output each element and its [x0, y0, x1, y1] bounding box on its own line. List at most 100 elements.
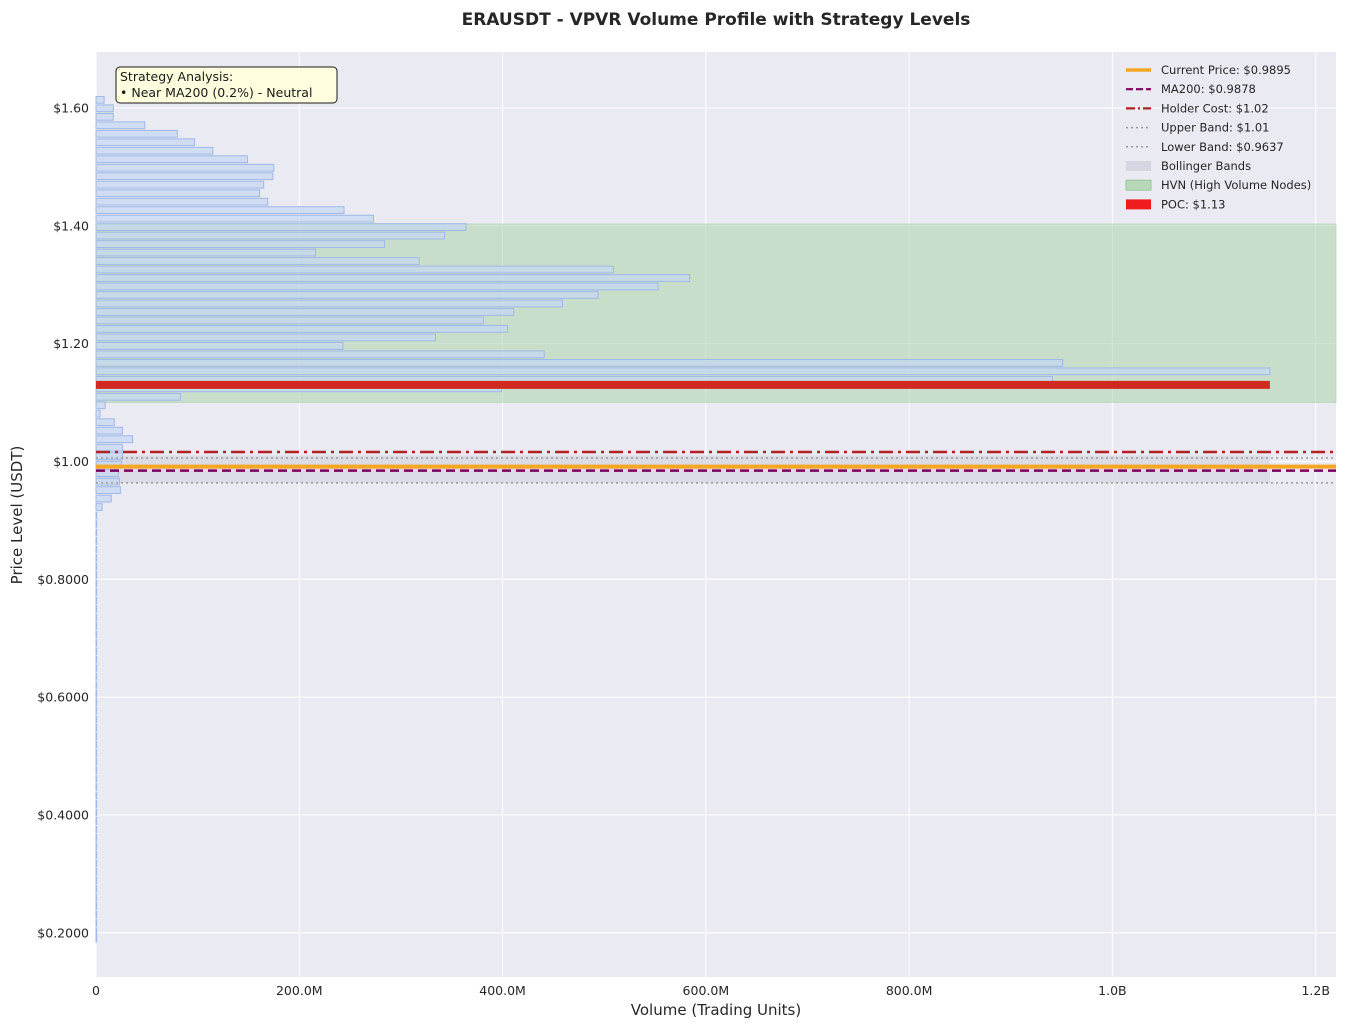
- volume-bar: [95, 604, 98, 613]
- volume-bar: [95, 934, 98, 943]
- annotation-line: Strategy Analysis:: [120, 69, 233, 84]
- volume-bar: [95, 621, 98, 630]
- volume-bar: [95, 358, 1064, 367]
- volume-bar: [95, 146, 214, 155]
- volume-bar: [95, 350, 545, 359]
- y-tick-label: $1.40: [53, 218, 89, 233]
- volume-bar: [95, 418, 115, 427]
- volume-bar: [95, 426, 123, 435]
- volume-bar: [95, 613, 98, 622]
- volume-bar: [95, 401, 106, 410]
- volume-bar: [95, 486, 121, 495]
- legend-label-current: Current Price: $0.9895: [1161, 63, 1291, 77]
- volume-bar: [95, 528, 98, 537]
- volume-bar: [95, 240, 386, 248]
- x-axis-ticks: 0 200.0M 400.0M 600.0M 800.0M 1.0B 1.2B: [92, 983, 1330, 998]
- volume-bar: [95, 927, 98, 936]
- volume-bar: [95, 392, 181, 401]
- volume-bar: [95, 503, 103, 511]
- x-tick-label: 600.0M: [683, 983, 730, 998]
- x-tick-label: 800.0M: [886, 983, 933, 998]
- volume-bar: [95, 867, 98, 876]
- volume-bar: [95, 257, 420, 265]
- volume-bar: [95, 163, 275, 172]
- volume-bar: [95, 655, 98, 664]
- annotation-box: [115, 66, 338, 104]
- legend-swatch-poc: [1126, 199, 1151, 210]
- volume-bar: [95, 918, 98, 927]
- y-axis-ticks: $0.2000 $0.4000 $0.6000 $0.8000 $1.00 $1.20 $1…: [37, 100, 89, 940]
- volume-bar: [95, 596, 98, 605]
- legend-label-hvn: HVN (High Volume Nodes): [1161, 178, 1311, 192]
- legend-label-bollinger: Bollinger Bands: [1161, 159, 1251, 173]
- volume-bar: [95, 341, 344, 350]
- x-tick-label: 400.0M: [479, 983, 526, 998]
- legend-label-ma200: MA200: $0.9878: [1161, 82, 1256, 96]
- volume-bar: [95, 672, 98, 681]
- volume-bar: [95, 308, 515, 316]
- legend-swatch-hvn: [1125, 179, 1152, 191]
- volume-bar: [95, 104, 114, 113]
- legend: Current Price: $0.9895 MA200: $0.9878 Hold…: [1125, 63, 1311, 211]
- volume-bar: [95, 282, 659, 291]
- volume-bar: [95, 494, 112, 503]
- volume-bar: [95, 95, 105, 104]
- volume-bar: [95, 477, 120, 486]
- volume-bar: [95, 749, 98, 758]
- volume-bar: [95, 214, 374, 223]
- volume-bar: [95, 588, 98, 596]
- y-tick-label: $0.2000: [37, 925, 89, 940]
- volume-bar: [95, 800, 98, 808]
- volume-bar: [95, 884, 98, 893]
- volume-bar: [95, 808, 98, 817]
- volume-bar: [95, 197, 269, 206]
- volume-bar: [95, 723, 98, 732]
- volume-bar: [95, 274, 691, 282]
- volume-bar: [95, 579, 98, 588]
- poc-bar: [96, 380, 1270, 389]
- volume-bar: [95, 155, 248, 164]
- volume-bar: [95, 511, 98, 520]
- chart-title: ERAUSDT - VPVR Volume Profile with Strat…: [462, 10, 971, 30]
- volume-bar: [95, 698, 98, 707]
- strategy-annotation: Strategy Analysis:• Near MA200 (0.2%) - …: [115, 66, 338, 104]
- volume-bar: [95, 774, 98, 783]
- bollinger-band-zone: [96, 455, 1270, 483]
- volume-bar: [95, 876, 98, 885]
- volume-bar: [95, 189, 261, 198]
- y-tick-label: $0.6000: [37, 690, 89, 705]
- volume-bar: [95, 562, 98, 571]
- x-axis-label: Volume (Trading Units): [631, 1001, 801, 1019]
- volume-bar: [95, 121, 146, 130]
- plot-area: [96, 52, 1336, 977]
- volume-bar: [95, 901, 98, 910]
- legend-label-holder: Holder Cost: $1.02: [1161, 101, 1269, 115]
- volume-bar: [95, 715, 98, 724]
- volume-bar: [95, 545, 98, 554]
- volume-bar: [95, 630, 98, 639]
- volume-bar: [95, 367, 1271, 376]
- volume-bar: [95, 265, 614, 274]
- volume-bar: [95, 291, 599, 299]
- volume-bar: [95, 180, 265, 189]
- x-tick-label: 200.0M: [276, 983, 323, 998]
- poc-bar-group: [96, 380, 1270, 389]
- volume-bar: [95, 129, 178, 138]
- volume-bar: [95, 112, 114, 121]
- x-tick-label: 0: [92, 983, 100, 998]
- volume-bar: [95, 783, 98, 791]
- volume-bar: [95, 825, 98, 834]
- volume-bar: [95, 231, 446, 240]
- volume-bar: [95, 766, 98, 774]
- y-axis-label: Price Level (USDT): [8, 446, 26, 585]
- volume-bar: [95, 223, 467, 231]
- volume-bar: [95, 138, 196, 147]
- volume-bar: [95, 452, 123, 461]
- volume-bar: [95, 757, 98, 766]
- volume-bar: [95, 664, 98, 673]
- volume-bar: [95, 842, 98, 851]
- volume-bar: [95, 859, 98, 868]
- volume-bar: [95, 851, 98, 859]
- legend-label-poc: POC: $1.13: [1161, 197, 1225, 211]
